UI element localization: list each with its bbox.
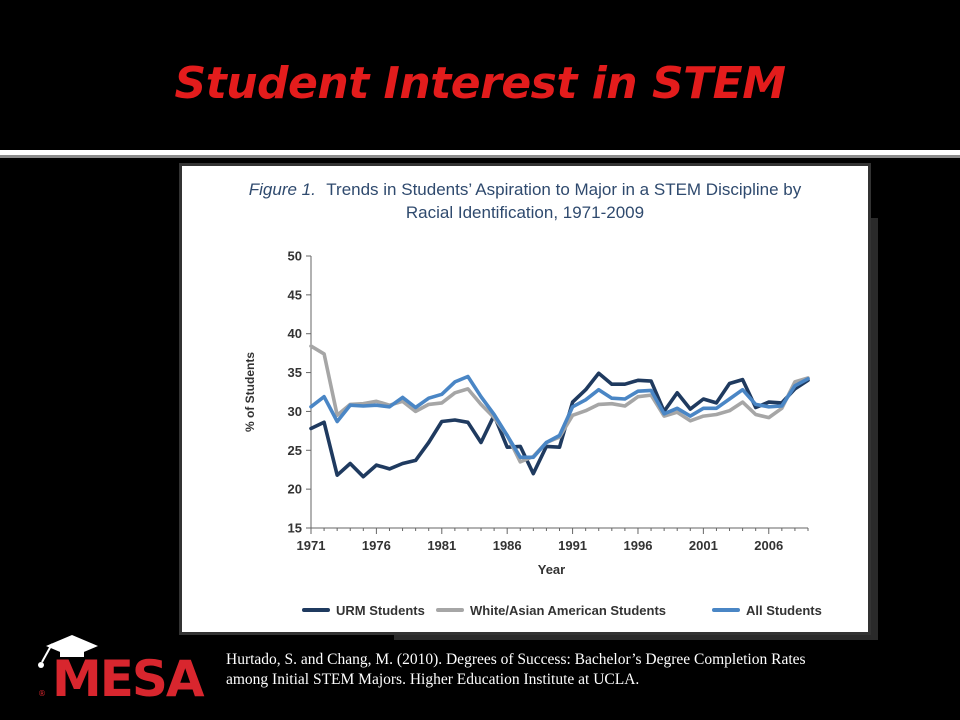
figure-panel: Figure 1. Trends in Students’ Aspiration… bbox=[179, 163, 871, 635]
figure-title-line2: Racial Identification, 1971-2009 bbox=[406, 203, 644, 222]
figure-label: Figure 1. bbox=[249, 180, 316, 199]
y-tick-label: 35 bbox=[288, 365, 302, 380]
mesa-logo: MESA ® bbox=[30, 628, 215, 708]
logo-wordmark: MESA bbox=[52, 650, 205, 703]
y-tick-label: 30 bbox=[288, 404, 302, 419]
legend-label-2: All Students bbox=[746, 603, 822, 618]
figure-title-line1: Figure 1. Trends in Students’ Aspiration… bbox=[249, 180, 802, 199]
citation-line1: Hurtado, S. and Chang, M. (2010). Degree… bbox=[226, 651, 806, 668]
slide-title: Student Interest in STEM bbox=[174, 58, 786, 109]
y-tick-label: 40 bbox=[288, 326, 302, 341]
legend: URM Students White/Asian American Student… bbox=[302, 603, 822, 618]
slide-header: Student Interest in STEM bbox=[0, 0, 960, 150]
y-tick-label: 45 bbox=[288, 287, 302, 302]
y-tick-label: 20 bbox=[288, 482, 302, 497]
y-tick-label: 25 bbox=[288, 443, 302, 458]
registered-mark: ® bbox=[38, 689, 46, 698]
x-tick-label: 1976 bbox=[362, 538, 391, 553]
line-chart: Figure 1. Trends in Students’ Aspiration… bbox=[243, 180, 822, 618]
graduation-cap-icon bbox=[38, 635, 98, 668]
citation: Hurtado, S. and Chang, M. (2010). Degree… bbox=[226, 650, 946, 690]
x-tick-label: 1991 bbox=[558, 538, 587, 553]
citation-line2: among Initial STEM Majors. Higher Educat… bbox=[226, 671, 640, 688]
series-line-2 bbox=[309, 374, 810, 460]
x-tick-label: 2006 bbox=[754, 538, 783, 553]
x-tick-label: 1981 bbox=[427, 538, 456, 553]
plot-area: 15 20 25 30 35 40 45 50 1971 1976 1981 1986 1991 1996… bbox=[243, 249, 810, 577]
x-tick-label: 1986 bbox=[493, 538, 522, 553]
x-tick-label: 2001 bbox=[689, 538, 718, 553]
legend-label-1: White/Asian American Students bbox=[470, 603, 666, 618]
x-axis-label: Year bbox=[538, 562, 565, 577]
x-tick-label: 1971 bbox=[297, 538, 326, 553]
x-tick-label: 1996 bbox=[624, 538, 653, 553]
legend-label-0: URM Students bbox=[336, 603, 425, 618]
figure-title-text: Trends in Students’ Aspiration to Major … bbox=[326, 180, 801, 199]
y-axis-label: % of Students bbox=[243, 352, 257, 432]
y-tick-label: 15 bbox=[288, 521, 302, 536]
y-tick-label: 50 bbox=[288, 249, 302, 264]
series-line-0 bbox=[309, 371, 810, 479]
header-divider-shadow bbox=[0, 155, 960, 158]
header-divider bbox=[0, 150, 960, 155]
